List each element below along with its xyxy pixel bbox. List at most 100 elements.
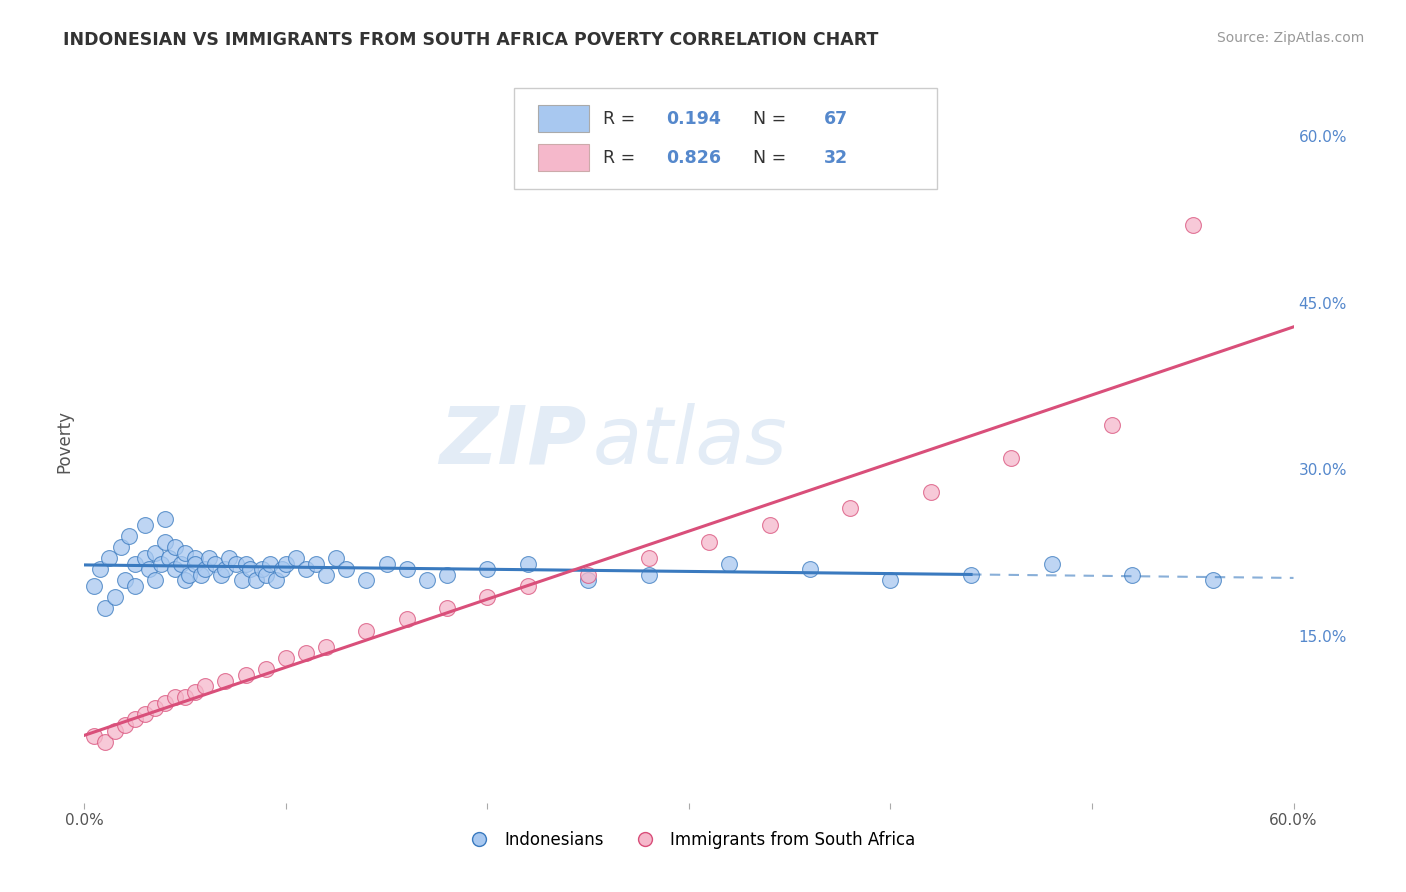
Point [315, 568, 337, 582]
Point [118, 529, 141, 543]
Point [1040, 557, 1063, 571]
Point [114, 718, 136, 732]
Point [184, 684, 207, 698]
Point [516, 579, 538, 593]
Point [157, 551, 180, 566]
Point [214, 562, 236, 576]
Point [93, 601, 115, 615]
Point [395, 612, 418, 626]
Point [235, 557, 257, 571]
Text: R =: R = [603, 110, 641, 128]
Point [960, 568, 983, 582]
Point [839, 501, 862, 516]
Point [184, 557, 207, 571]
Text: 32: 32 [824, 149, 848, 167]
Point [254, 662, 277, 676]
Point [97, 551, 120, 566]
Point [143, 701, 166, 715]
Point [198, 551, 221, 566]
Point [165, 562, 187, 576]
Point [356, 574, 378, 588]
Point [165, 540, 187, 554]
Legend: Indonesians, Immigrants from South Africa: Indonesians, Immigrants from South Afric… [456, 824, 922, 856]
Point [356, 624, 378, 638]
Text: atlas: atlas [592, 402, 787, 481]
Point [235, 668, 257, 682]
Point [124, 713, 146, 727]
Point [637, 551, 659, 566]
Point [138, 562, 160, 576]
Point [153, 696, 176, 710]
Point [209, 568, 232, 582]
Point [576, 574, 599, 588]
FancyBboxPatch shape [513, 87, 936, 189]
Point [149, 557, 172, 571]
Point [259, 557, 281, 571]
Point [325, 551, 347, 566]
Point [239, 562, 262, 576]
Point [93, 734, 115, 748]
Point [225, 557, 247, 571]
Point [516, 557, 538, 571]
Point [184, 551, 207, 566]
Point [1121, 568, 1143, 582]
Point [335, 562, 357, 576]
Point [190, 568, 212, 582]
Point [637, 568, 659, 582]
Point [1202, 574, 1225, 588]
FancyBboxPatch shape [538, 105, 589, 132]
Point [718, 557, 741, 571]
Point [576, 568, 599, 582]
Point [1000, 451, 1022, 466]
Point [143, 546, 166, 560]
Point [477, 590, 499, 604]
Text: N =: N = [742, 110, 792, 128]
Point [274, 651, 297, 665]
Point [174, 690, 197, 705]
Point [697, 534, 720, 549]
Text: 67: 67 [824, 110, 848, 128]
Text: N =: N = [742, 149, 792, 167]
Text: Source: ZipAtlas.com: Source: ZipAtlas.com [1216, 31, 1364, 45]
Point [274, 557, 297, 571]
Point [245, 574, 267, 588]
Point [174, 546, 197, 560]
Point [104, 590, 127, 604]
Point [250, 562, 273, 576]
Point [264, 574, 287, 588]
Text: 0.194: 0.194 [666, 110, 721, 128]
Point [436, 601, 458, 615]
Point [165, 690, 187, 705]
Point [134, 706, 156, 721]
Point [134, 551, 156, 566]
Point [254, 568, 277, 582]
Point [83, 729, 105, 743]
Point [153, 512, 176, 526]
Point [83, 579, 105, 593]
Point [799, 562, 821, 576]
Point [134, 517, 156, 532]
Point [315, 640, 337, 655]
Point [214, 673, 236, 688]
Point [179, 568, 201, 582]
Point [104, 723, 127, 738]
Point [153, 534, 176, 549]
Point [124, 557, 146, 571]
Point [416, 574, 439, 588]
Point [285, 551, 308, 566]
Point [218, 551, 240, 566]
Text: 0.826: 0.826 [666, 149, 721, 167]
Point [174, 574, 197, 588]
FancyBboxPatch shape [538, 144, 589, 171]
Point [879, 574, 901, 588]
Point [1101, 417, 1123, 432]
Point [110, 540, 132, 554]
Point [395, 562, 418, 576]
Text: R =: R = [603, 149, 641, 167]
Point [295, 562, 318, 576]
Text: INDONESIAN VS IMMIGRANTS FROM SOUTH AFRICA POVERTY CORRELATION CHART: INDONESIAN VS IMMIGRANTS FROM SOUTH AFRI… [63, 31, 879, 49]
Point [1181, 218, 1204, 232]
Y-axis label: Poverty: Poverty [55, 410, 73, 473]
Point [477, 562, 499, 576]
Point [295, 646, 318, 660]
